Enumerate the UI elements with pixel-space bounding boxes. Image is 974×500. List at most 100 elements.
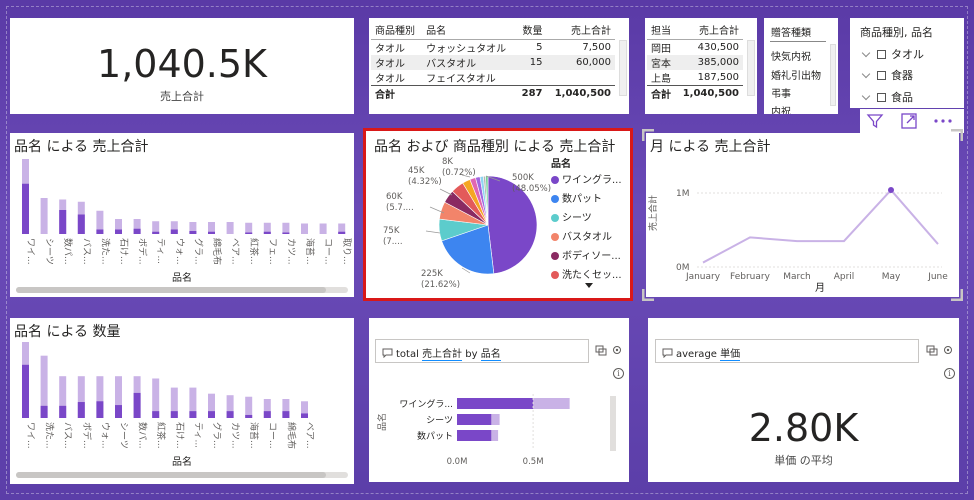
bar-total[interactable] [245, 396, 253, 418]
bar-total[interactable] [282, 399, 290, 418]
bar-segment[interactable] [115, 229, 122, 235]
qa-toolbar-icons[interactable] [595, 343, 625, 357]
col-header-category[interactable]: 商品種別 [371, 21, 423, 40]
col-header-staff[interactable]: 担当 [647, 21, 677, 40]
more-options-icon[interactable] [932, 112, 954, 130]
legend-item[interactable]: ボディソー... [551, 247, 621, 262]
bar-total[interactable] [301, 223, 308, 235]
legend-item[interactable]: 数パット [551, 190, 602, 205]
bar-total[interactable] [189, 387, 197, 418]
table-row[interactable]: タオル フェイスタオル [371, 70, 615, 86]
bar-total[interactable] [115, 376, 122, 418]
bar-total[interactable] [226, 395, 234, 418]
kpi-card-sales[interactable]: 1,040.5K 売上合計 [10, 18, 354, 114]
legend-item[interactable]: シーツ [551, 209, 592, 224]
bar-total[interactable] [77, 376, 85, 418]
bar-total[interactable] [226, 222, 234, 234]
chevron-down-icon[interactable] [861, 91, 871, 101]
pie-slice[interactable] [441, 224, 495, 275]
table-row[interactable]: タオル バスタオル 15 60,000 [371, 54, 615, 70]
checkbox[interactable] [877, 71, 886, 80]
bar-segment[interactable] [59, 405, 67, 418]
bar-segment[interactable] [457, 398, 534, 409]
table-row[interactable]: タオル ウォッシュタオル 5 7,500 [371, 39, 615, 55]
qa-visual-average-price[interactable]: average 単価 i 2.80K 単価 の平均 [648, 318, 959, 482]
series-line[interactable] [702, 188, 939, 264]
bar-total[interactable] [263, 399, 271, 418]
sales-bar-chart[interactable]: ワイ... シーツ 数パ... バス... 洗た... 石け... ボデ... ティ... ウォ… [10, 133, 354, 297]
bar-segment[interactable] [59, 210, 67, 234]
bar-segment[interactable] [170, 411, 178, 418]
focus-mode-icon[interactable] [900, 112, 918, 130]
table-scrollbar[interactable] [747, 40, 755, 96]
bar-segment[interactable] [40, 405, 48, 418]
pie-slice[interactable] [487, 175, 538, 274]
bar-total[interactable] [152, 221, 160, 234]
bar-segment[interactable] [22, 183, 29, 234]
bar-total[interactable] [319, 223, 327, 235]
bar-segment[interactable] [189, 411, 197, 418]
bar-total[interactable] [152, 378, 160, 418]
bar-segment[interactable] [282, 232, 290, 235]
bar-segment[interactable] [226, 411, 234, 418]
chevron-down-icon[interactable] [861, 69, 871, 79]
slicer-category[interactable]: 商品種別, 品名 タオル 食器 食品 [850, 18, 964, 108]
bar-total[interactable] [282, 222, 290, 234]
table-staff[interactable]: 担当 売上合計 岡田 430,500 宮本 385,000 上島 187,500… [645, 18, 757, 114]
chart-quantity-by-product[interactable]: 品名 による 数量 ワイ... 洗た... バス... ボデ... ウォ... シーツ 数パ… [10, 318, 354, 484]
table-scrollbar[interactable] [619, 40, 627, 96]
chevron-down-icon[interactable] [861, 48, 871, 58]
slicer-option[interactable]: 内祝 [771, 107, 791, 114]
legend-item[interactable]: 洗たくセッ... [551, 266, 622, 281]
bar-segment[interactable] [301, 413, 308, 418]
chart-scrollbar-thumb[interactable] [16, 287, 326, 293]
slicer-option-tableware[interactable]: 食器 [860, 67, 913, 83]
info-icon[interactable]: i [613, 368, 624, 379]
bar-segment[interactable] [115, 405, 122, 418]
bar-segment[interactable] [77, 402, 85, 418]
bar-segment[interactable] [152, 231, 160, 234]
bar-segment[interactable] [457, 430, 492, 441]
legend-more-icon[interactable] [584, 282, 594, 290]
bar-total[interactable] [59, 376, 67, 418]
chart-scrollbar-thumb[interactable] [16, 472, 326, 478]
checkbox[interactable] [877, 50, 886, 59]
bar-total[interactable] [40, 355, 48, 418]
qa-toolbar-icons[interactable] [926, 343, 956, 357]
slicer-option[interactable]: 弔事 [771, 89, 791, 100]
slicer-option-food[interactable]: 食品 [860, 89, 913, 105]
bar-segment[interactable] [133, 228, 141, 234]
bar-total[interactable] [245, 222, 253, 234]
slicer-option[interactable]: 快気内祝 [771, 52, 811, 63]
col-header-sales[interactable]: 売上合計 [546, 21, 615, 40]
chart-sales-by-product[interactable]: 品名 による 売上合計 ワイ... シーツ 数パ... バス... 洗た... 石け...… [10, 133, 354, 297]
bar-total[interactable] [170, 387, 178, 418]
bar-segment[interactable] [263, 231, 271, 234]
legend-item[interactable]: ワイングラ... [551, 171, 622, 186]
bar-segment[interactable] [96, 401, 104, 418]
bar-segment[interactable] [77, 214, 85, 235]
slicer-gift-type[interactable]: 贈答種類 快気内祝 婚礼引出物 弔事 内祝 [764, 18, 838, 114]
pie-chart[interactable]: 500K(48.05%) 225K(21.62%) 75K(7.... 60K(5.7… [366, 131, 630, 298]
filter-icon[interactable] [866, 112, 884, 130]
slicer-scrollbar[interactable] [830, 44, 836, 106]
info-icon[interactable]: i [944, 368, 955, 379]
bar-segment[interactable] [133, 392, 141, 418]
col-header-qty[interactable]: 数量 [515, 21, 547, 40]
bar-total[interactable] [208, 393, 215, 418]
bar-segment[interactable] [338, 231, 346, 234]
checkbox[interactable] [877, 93, 886, 102]
legend-item[interactable]: バスタオル [551, 228, 612, 243]
bar-segment[interactable] [208, 411, 215, 418]
bar-total[interactable] [301, 401, 308, 418]
bar-total[interactable] [115, 219, 122, 234]
chart-scrollbar[interactable] [610, 396, 616, 451]
bar-total[interactable] [208, 222, 215, 234]
bar-total[interactable] [96, 376, 104, 418]
bar-total[interactable] [96, 210, 104, 234]
bar-total[interactable] [263, 222, 271, 234]
table-row[interactable]: 宮本 385,000 [647, 54, 743, 70]
bar-segment[interactable] [263, 411, 271, 418]
